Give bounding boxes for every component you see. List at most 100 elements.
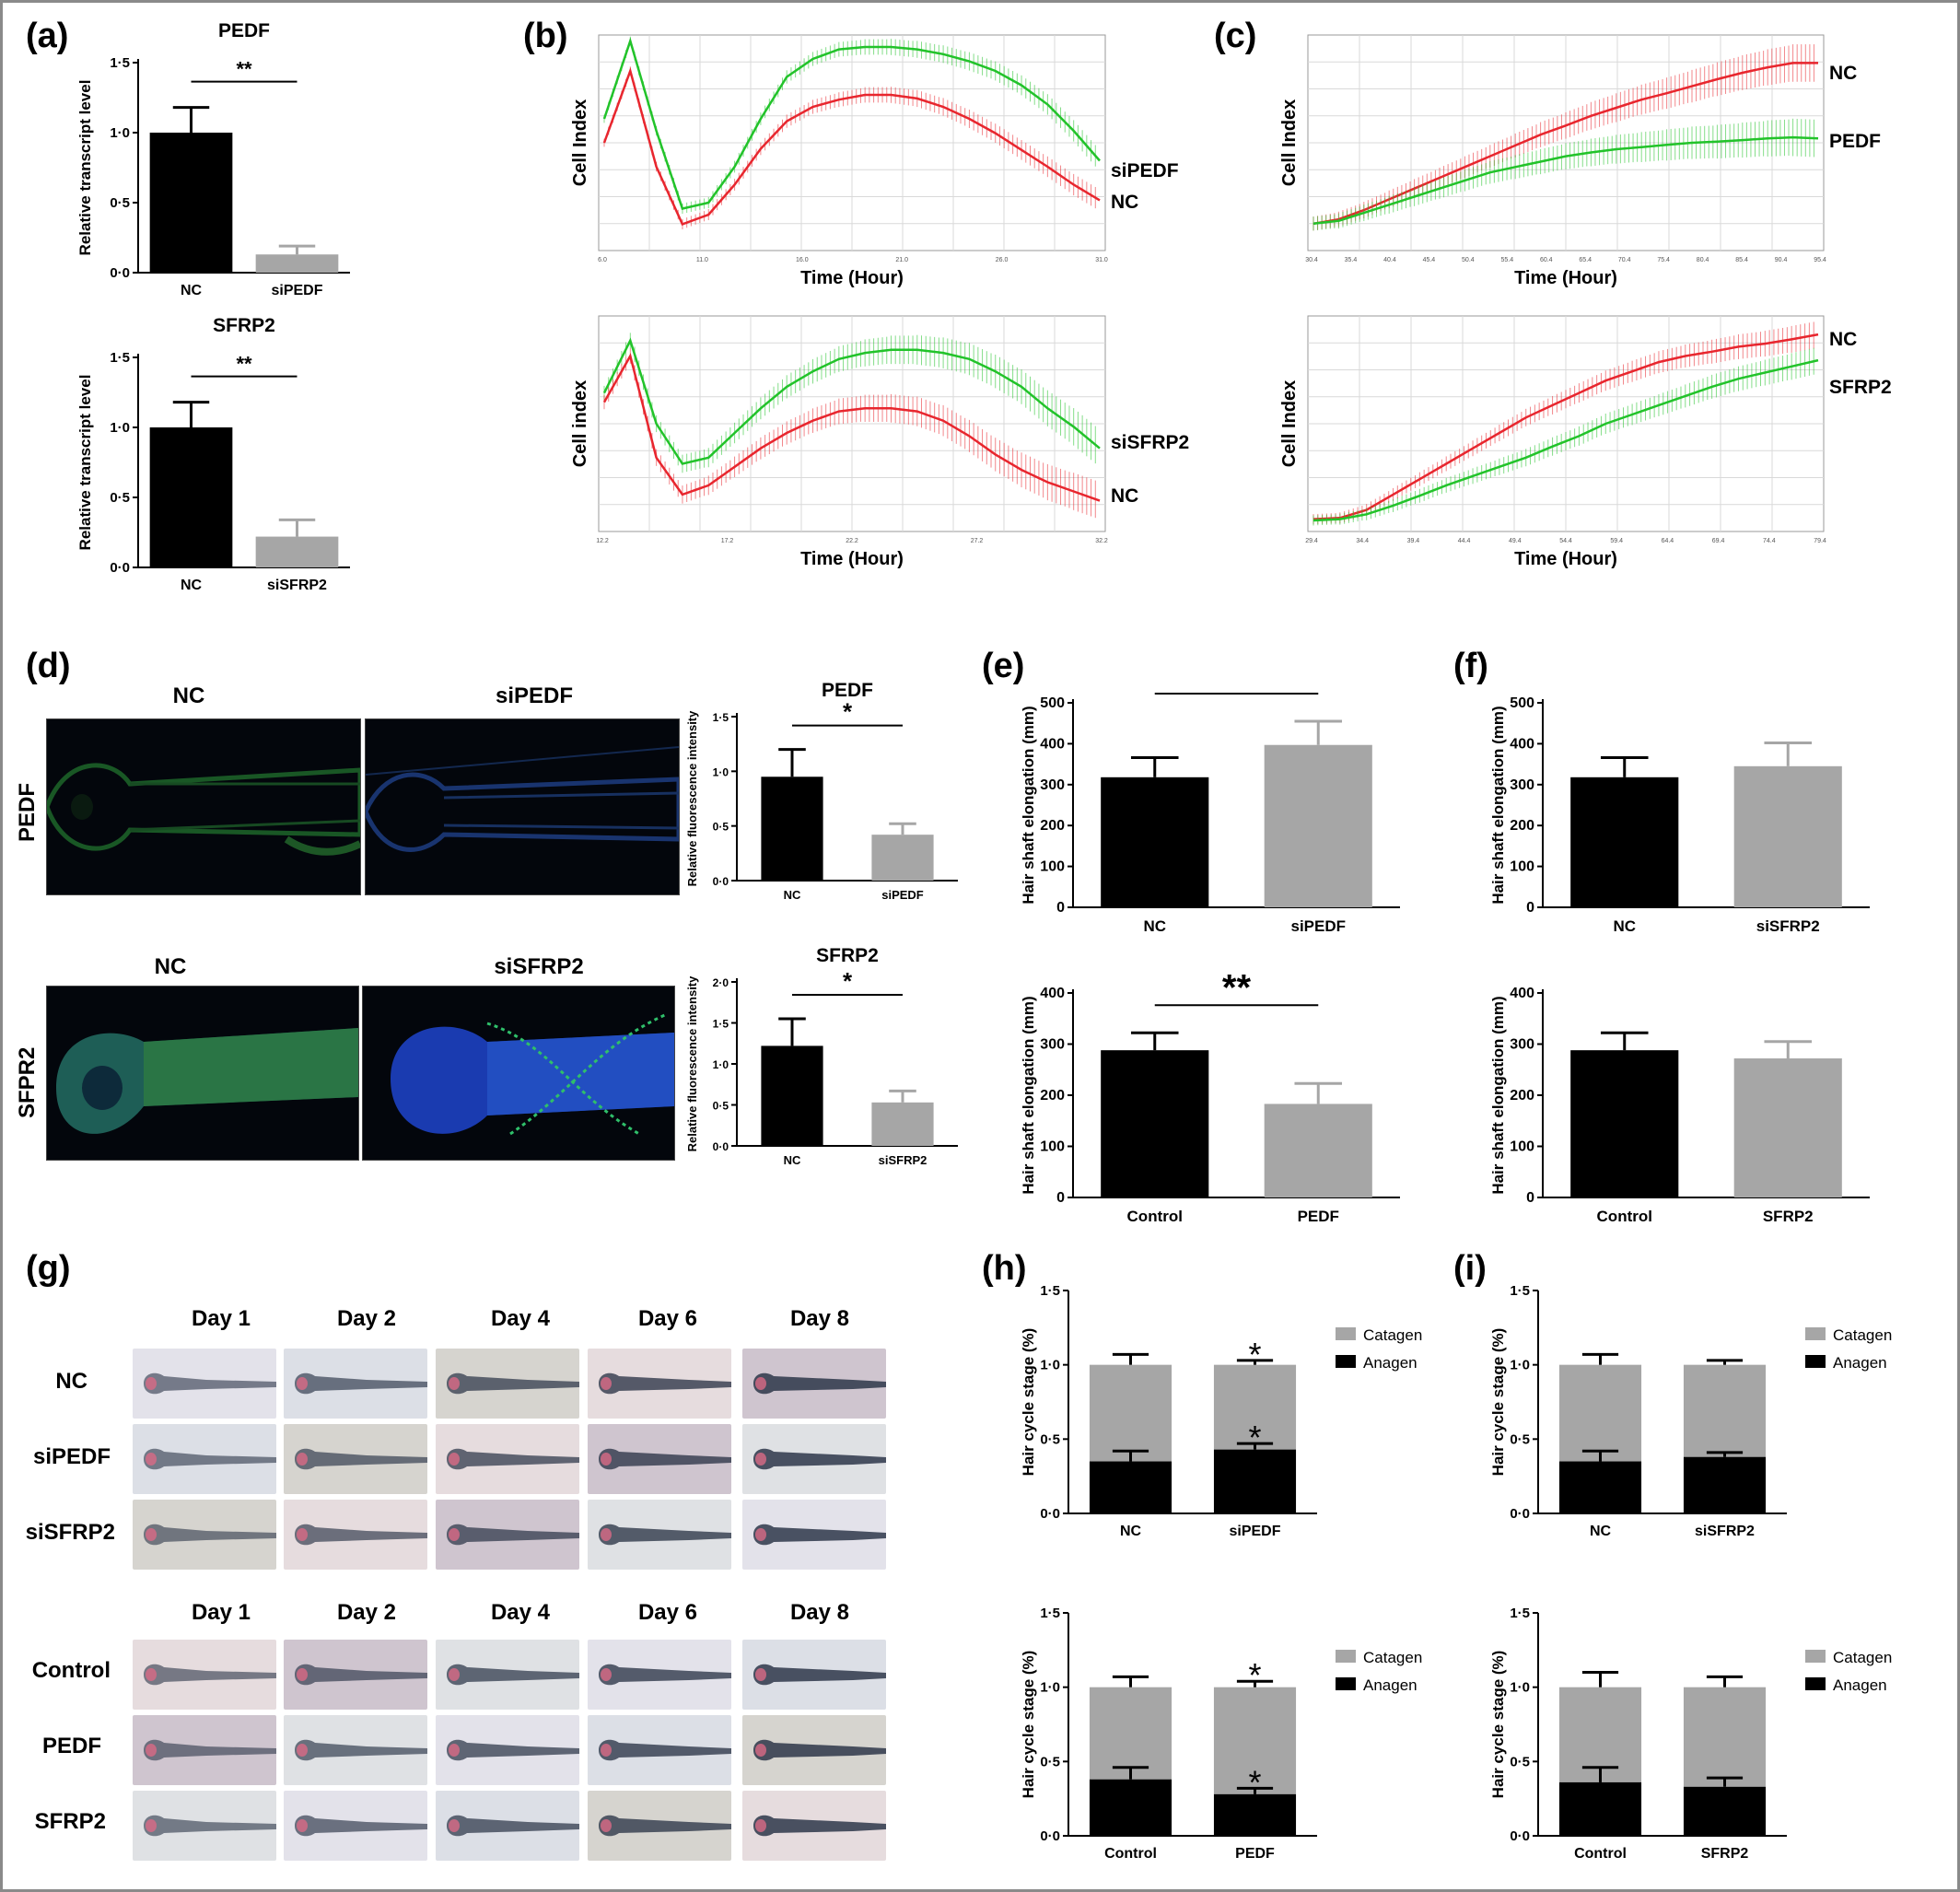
y-tick-label: 0·0 xyxy=(713,875,729,888)
row-label-sfrp2-g: SFRP2 xyxy=(34,1809,106,1834)
legend-label-anagen: Anagen xyxy=(1363,1676,1418,1694)
x-tick-label: NC xyxy=(181,578,203,593)
y-tick-label: 0 xyxy=(1056,1190,1065,1206)
hair-follicle-photo xyxy=(436,1349,579,1419)
x-tick-label: SFRP2 xyxy=(1763,1208,1814,1225)
bar-catagen-NC xyxy=(1089,1364,1172,1462)
hair-follicle-photo xyxy=(742,1791,886,1861)
y-tick-label: 100 xyxy=(1510,859,1534,875)
legend-swatch-catagen xyxy=(1805,1327,1826,1340)
chart-title: PEDF xyxy=(822,680,873,701)
legend-label-catagen: Catagen xyxy=(1833,1649,1892,1666)
hair-follicle-photo xyxy=(742,1715,886,1785)
panel-label-c: (c) xyxy=(1214,17,1257,55)
x-tick-label: 74.4 xyxy=(1763,538,1776,544)
x-tick-label: siPEDF xyxy=(1229,1524,1280,1539)
hair-follicle-photo xyxy=(588,1349,731,1419)
x-tick-label: NC xyxy=(1613,917,1636,935)
y-axis-label: Hair cycle stage (%) xyxy=(1489,1328,1507,1477)
hair-follicle-photo xyxy=(588,1715,731,1785)
x-tick-label: 39.4 xyxy=(1407,538,1420,544)
row-label-sisfrp2: siSFRP2 xyxy=(25,1520,115,1545)
y-axis-label: Cell Index xyxy=(1279,380,1300,467)
x-axis-label: Time (Hour) xyxy=(1514,268,1617,288)
y-axis-label: Hair cycle stage (%) xyxy=(1489,1651,1507,1799)
bar-siSFRP2 xyxy=(871,1102,934,1146)
hair-follicle-photo xyxy=(284,1791,427,1861)
x-tick-label: siSFRP2 xyxy=(1695,1524,1755,1539)
bar-NC xyxy=(149,133,233,273)
stacked-bar-pedf-hair-cycle: Hair cycle stage (%) 0·0 0·5 1·0 1·5 Control P… xyxy=(1020,1606,1422,1862)
y-tick-label: 0·5 xyxy=(1510,1754,1530,1769)
y-tick-label: 400 xyxy=(1040,986,1065,1001)
bar-chart-sisfrp2-elongation: Hair shaft elongation (mm) 0 100 200 300 400 5… xyxy=(1489,695,1870,935)
bar-PEDF xyxy=(1264,1104,1372,1197)
y-tick-label: 100 xyxy=(1040,859,1065,875)
y-tick-label: 0 xyxy=(1526,900,1534,916)
legend-label-catagen: Catagen xyxy=(1363,1649,1422,1666)
x-tick-label: 44.4 xyxy=(1458,538,1471,544)
x-tick-label: 6.0 xyxy=(598,257,607,263)
series-line-SFRP2 xyxy=(1312,358,1819,522)
y-tick-label: 0·0 xyxy=(110,560,130,576)
chart-title: PEDF xyxy=(218,20,270,41)
x-tick-label: PEDF xyxy=(1298,1208,1339,1225)
y-tick-label: 1·0 xyxy=(1510,1680,1530,1696)
x-tick-label: 50.4 xyxy=(1462,257,1475,263)
x-tick-label: siSFRP2 xyxy=(879,1153,928,1167)
hair-follicle-photo xyxy=(284,1424,427,1494)
y-tick-label: 0·0 xyxy=(1510,1828,1530,1844)
x-axis-label: Time (Hour) xyxy=(800,268,904,288)
y-axis-label: Cell index xyxy=(570,380,590,467)
x-tick-label: 21.0 xyxy=(895,257,908,263)
x-tick-label: 35.4 xyxy=(1345,257,1358,263)
bar-anagen-NC xyxy=(1089,1461,1172,1513)
significance-mark: * xyxy=(843,967,853,995)
line-chart-sisfrp2-cell-index: 12.2 17.2 22.2 27.2 32.2 Time (Hour) Cell inde… xyxy=(570,315,1189,569)
row-label-sfpr2: SFPR2 xyxy=(15,1046,40,1118)
x-tick-label: NC xyxy=(1143,917,1166,935)
hair-follicle-photo xyxy=(742,1424,886,1494)
x-tick-label: 80.4 xyxy=(1697,257,1709,263)
bar-siSFRP2 xyxy=(255,536,339,567)
chart-title: SFRP2 xyxy=(816,945,879,966)
significance-mark: ** xyxy=(236,58,252,81)
y-axis-label: Relative transcript level xyxy=(76,80,94,256)
series-line-NC xyxy=(1312,333,1819,520)
bar-chart-sfrp2-transcript: SFRP2 Relative transcript level 0·0 0·5 1·0 1… xyxy=(76,315,350,593)
bar-catagen-NC xyxy=(1558,1364,1642,1462)
day-label-8b: Day 8 xyxy=(789,1600,850,1625)
row-label-control: Control xyxy=(31,1658,111,1683)
y-tick-label: 0·5 xyxy=(1040,1754,1060,1769)
bar-siSFRP2 xyxy=(1733,765,1842,907)
line-chart-sipedf-cell-index: 6.0 11.0 16.0 21.0 26.0 31.0 Time (Hour) Cell I… xyxy=(570,34,1179,288)
panel-label-i: (i) xyxy=(1453,1249,1487,1288)
x-tick-label: Control xyxy=(1127,1208,1183,1225)
col-label-nc-top: NC xyxy=(172,683,205,708)
bar-anagen-siPEDF xyxy=(1213,1449,1297,1513)
x-tick-label: NC xyxy=(1590,1524,1612,1539)
legend-label-anagen: Anagen xyxy=(1833,1676,1887,1694)
x-tick-label: 45.4 xyxy=(1423,257,1436,263)
x-tick-label: siSFRP2 xyxy=(1756,917,1820,935)
hair-follicle-photo xyxy=(436,1640,579,1710)
micrograph-sfrp2-nc xyxy=(46,986,359,1161)
y-tick-label: 1·0 xyxy=(110,125,130,141)
x-tick-label: 27.2 xyxy=(971,538,984,544)
bar-anagen-SFRP2 xyxy=(1683,1786,1767,1836)
panel-label-b: (b) xyxy=(523,17,568,55)
line-chart-pedf-cell-index: 30.4 35.4 40.4 45.4 50.4 55.4 60.4 65.4 70.4 75.4… xyxy=(1279,34,1881,288)
y-axis-label: Hair shaft elongation (mm) xyxy=(1489,706,1507,904)
y-axis-label: Cell Index xyxy=(1279,99,1300,186)
hair-follicle-photo xyxy=(436,1715,579,1785)
x-tick-label: 30.4 xyxy=(1305,257,1318,263)
grid xyxy=(599,316,1105,531)
significance-star: * xyxy=(1248,1763,1261,1801)
bar-chart-sfrp2-fluorescence: SFRP2 Relative fluorescence intensity 0·0 0… xyxy=(685,945,958,1167)
x-tick-label: 59.4 xyxy=(1610,538,1623,544)
y-axis-label: Hair shaft elongation (mm) xyxy=(1489,996,1507,1194)
follicle-image xyxy=(47,719,360,894)
hair-follicle-photo xyxy=(742,1500,886,1570)
y-tick-label: 100 xyxy=(1510,1139,1534,1155)
